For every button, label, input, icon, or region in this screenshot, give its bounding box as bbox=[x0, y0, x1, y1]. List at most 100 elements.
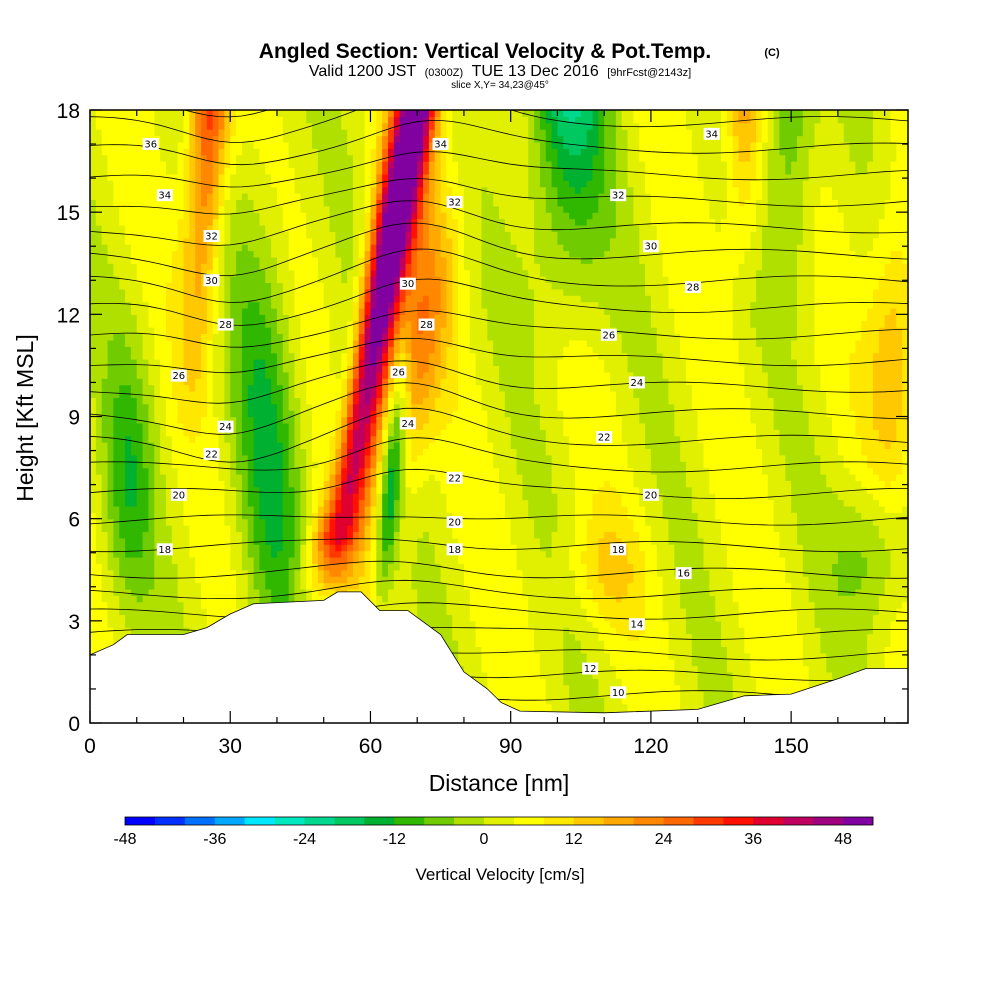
velocity-cell bbox=[867, 544, 874, 552]
velocity-cell bbox=[726, 627, 734, 635]
velocity-cell bbox=[715, 639, 722, 647]
velocity-cell bbox=[849, 614, 857, 622]
velocity-cell bbox=[750, 531, 757, 539]
velocity-cell bbox=[452, 499, 459, 507]
velocity-cell bbox=[680, 544, 687, 552]
velocity-cell bbox=[884, 620, 892, 628]
velocity-cell bbox=[580, 512, 588, 520]
velocity-cell bbox=[785, 678, 792, 686]
velocity-cell bbox=[90, 595, 97, 603]
velocity-cell bbox=[680, 659, 687, 667]
velocity-cell bbox=[382, 595, 389, 603]
velocity-cell bbox=[125, 544, 132, 552]
velocity-cell bbox=[680, 556, 687, 564]
velocity-cell bbox=[265, 569, 272, 577]
velocity-cell bbox=[849, 537, 857, 545]
velocity-cell bbox=[434, 531, 442, 539]
velocity-cell bbox=[668, 620, 675, 628]
velocity-cell bbox=[890, 537, 897, 545]
velocity-cell bbox=[545, 569, 553, 577]
velocity-cell bbox=[826, 582, 833, 590]
velocity-cell bbox=[95, 608, 103, 616]
velocity-cell bbox=[428, 499, 436, 507]
velocity-cell bbox=[662, 671, 670, 679]
velocity-cell bbox=[680, 652, 687, 660]
velocity-cell bbox=[528, 576, 535, 584]
velocity-cell bbox=[125, 537, 132, 545]
velocity-cell bbox=[691, 691, 699, 699]
velocity-cell bbox=[650, 652, 658, 660]
velocity-cell bbox=[206, 563, 214, 571]
velocity-cell bbox=[896, 595, 903, 603]
velocity-cell bbox=[796, 544, 804, 552]
velocity-cell bbox=[867, 588, 874, 596]
velocity-cell bbox=[206, 556, 214, 564]
velocity-cell bbox=[680, 691, 687, 699]
velocity-cell bbox=[101, 563, 109, 571]
velocity-cell bbox=[417, 550, 424, 558]
velocity-cell bbox=[504, 646, 512, 654]
velocity-cell bbox=[510, 678, 518, 686]
velocity-cell bbox=[323, 525, 331, 533]
velocity-cell bbox=[113, 505, 120, 513]
velocity-cell bbox=[504, 499, 512, 507]
velocity-cell bbox=[574, 569, 582, 577]
velocity-cell bbox=[645, 652, 652, 660]
velocity-cell bbox=[796, 652, 804, 660]
velocity-cell bbox=[715, 563, 722, 571]
velocity-cell bbox=[685, 646, 693, 654]
velocity-cell bbox=[387, 512, 395, 520]
velocity-cell bbox=[352, 569, 360, 577]
velocity-cell bbox=[253, 537, 261, 545]
velocity-cell bbox=[896, 601, 903, 609]
velocity-cell bbox=[230, 563, 237, 571]
velocity-cell bbox=[259, 588, 266, 596]
velocity-cell bbox=[832, 544, 839, 552]
velocity-cell bbox=[218, 582, 225, 590]
velocity-cell bbox=[750, 499, 757, 507]
velocity-cell bbox=[861, 608, 868, 616]
velocity-cell bbox=[516, 518, 523, 526]
velocity-cell bbox=[867, 601, 874, 609]
velocity-cell bbox=[650, 569, 658, 577]
velocity-cell bbox=[721, 505, 728, 513]
velocity-cell bbox=[726, 563, 734, 571]
velocity-cell bbox=[481, 627, 488, 635]
velocity-cell bbox=[528, 691, 535, 699]
velocity-cell bbox=[493, 659, 500, 667]
velocity-cell bbox=[610, 703, 617, 711]
velocity-cell bbox=[428, 544, 436, 552]
velocity-cell bbox=[662, 588, 670, 596]
velocity-cell bbox=[709, 639, 716, 647]
velocity-cell bbox=[639, 678, 646, 686]
velocity-cell bbox=[574, 697, 582, 705]
velocity-cell bbox=[639, 608, 646, 616]
velocity-cell bbox=[499, 569, 506, 577]
velocity-cell bbox=[399, 531, 407, 539]
velocity-cell bbox=[265, 563, 272, 571]
velocity-cell bbox=[791, 620, 798, 628]
velocity-cell bbox=[750, 684, 757, 692]
velocity-cell bbox=[633, 505, 640, 513]
velocity-cell bbox=[212, 556, 220, 564]
velocity-cell bbox=[756, 639, 763, 647]
velocity-cell bbox=[697, 582, 705, 590]
velocity-cell bbox=[878, 518, 886, 526]
velocity-cell bbox=[569, 633, 576, 641]
velocity-cell bbox=[761, 665, 769, 673]
velocity-cell bbox=[288, 582, 296, 590]
velocity-cell bbox=[136, 537, 144, 545]
velocity-cell bbox=[802, 556, 810, 564]
velocity-cell bbox=[382, 576, 389, 584]
velocity-cell bbox=[849, 576, 857, 584]
velocity-cell bbox=[685, 633, 693, 641]
velocity-cell bbox=[586, 537, 594, 545]
velocity-cell bbox=[171, 525, 179, 533]
velocity-cell bbox=[680, 525, 687, 533]
velocity-cell bbox=[528, 512, 535, 520]
velocity-cell bbox=[656, 505, 664, 513]
velocity-cell bbox=[125, 608, 132, 616]
velocity-cell bbox=[545, 639, 553, 647]
velocity-cell bbox=[534, 505, 541, 513]
